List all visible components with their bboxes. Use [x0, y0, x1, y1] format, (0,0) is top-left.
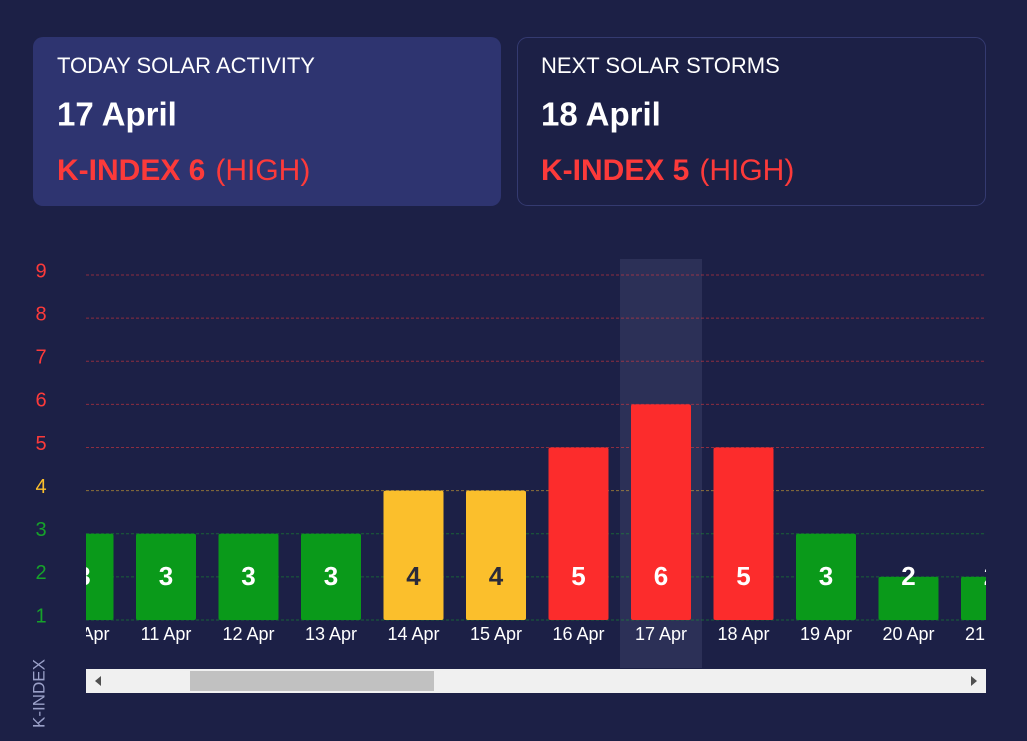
x-tick-label: 21 Apr: [965, 624, 1017, 644]
y-tick-label: 6: [35, 390, 46, 412]
bar: [301, 533, 361, 620]
value-label: 4: [489, 561, 504, 591]
value-label: 5: [571, 561, 585, 591]
y-tick-label: 8: [35, 303, 46, 325]
value-label: 2: [901, 561, 915, 591]
card-heading: NEXT SOLAR STORMS: [541, 53, 780, 78]
x-tick-label: 10 Apr: [57, 624, 109, 644]
value-label: 3: [324, 561, 338, 591]
card-date: 18 April: [541, 96, 661, 133]
k-index: K-INDEX 6: [57, 154, 205, 187]
x-tick-label: 15 Apr: [470, 624, 522, 644]
bar: [466, 490, 526, 620]
y-tick-label: 2: [35, 562, 46, 584]
k-index: K-INDEX 5: [541, 154, 689, 187]
card: [33, 37, 501, 206]
card-index: K-INDEX 5 (HIGH): [541, 154, 794, 187]
y-tick-label: 4: [35, 476, 46, 498]
value-label: 3: [241, 561, 255, 591]
scrollbar-thumb[interactable]: [190, 671, 434, 691]
scroll-left[interactable]: [95, 676, 101, 686]
level: (HIGH): [699, 154, 794, 187]
x-tick-label: 14 Apr: [387, 624, 439, 644]
card-date: 17 April: [57, 96, 177, 133]
y-tick-label: 3: [35, 519, 46, 541]
y-tick-label: 1: [35, 605, 46, 627]
bar: [383, 490, 444, 620]
bar: [713, 447, 774, 620]
card-index: K-INDEX 6 (HIGH): [57, 154, 310, 187]
x-tick-label: 19 Apr: [800, 624, 852, 644]
x-tick-label: 20 Apr: [882, 624, 934, 644]
value-label: 3: [819, 561, 833, 591]
value-label: 4: [406, 561, 421, 591]
bar: [86, 533, 114, 620]
bar: [878, 576, 939, 620]
x-tick-label: 16 Apr: [552, 624, 604, 644]
bar: [548, 447, 609, 620]
bar: [631, 404, 691, 620]
x-tick-label: 18 Apr: [717, 624, 769, 644]
bar: [961, 576, 986, 620]
value-label: 6: [654, 561, 668, 591]
x-tick-label: 13 Apr: [305, 624, 357, 644]
value-label: 3: [76, 561, 90, 591]
value-label: 5: [736, 561, 750, 591]
card: [517, 37, 986, 206]
y-axis-title: K-INDEX: [29, 659, 48, 728]
value-label: 2: [984, 561, 998, 591]
level: (HIGH): [215, 154, 310, 187]
y-tick-label: 5: [35, 433, 46, 455]
y-tick-label: 7: [35, 347, 46, 369]
bar: [136, 533, 196, 620]
card-heading: TODAY SOLAR ACTIVITY: [57, 53, 315, 78]
bar: [218, 533, 279, 620]
x-tick-label: 11 Apr: [141, 624, 192, 644]
bar: [796, 533, 856, 620]
value-label: 3: [159, 561, 173, 591]
x-tick-label: 12 Apr: [222, 624, 274, 644]
y-tick-label: 9: [35, 260, 46, 282]
scroll-right[interactable]: [971, 676, 977, 686]
x-tick-label: 17 Apr: [635, 624, 687, 644]
